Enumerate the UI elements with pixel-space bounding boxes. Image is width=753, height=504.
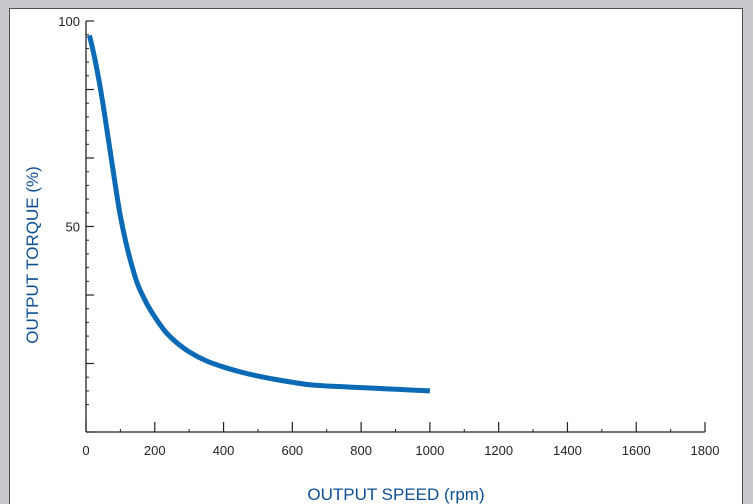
x-tick-label-3: 600 — [281, 443, 303, 458]
series-line-0 — [87, 34, 431, 394]
x-axis-title: OUTPUT SPEED (rpm) — [307, 485, 484, 504]
x-tick-label-4: 800 — [350, 443, 372, 458]
y-tick-label-1: 100 — [58, 14, 80, 29]
x-tick-label-8: 1600 — [622, 443, 651, 458]
x-tick-label-5: 1000 — [415, 443, 444, 458]
axes — [85, 21, 705, 433]
x-tick-label-6: 1200 — [484, 443, 513, 458]
x-tick-label-9: 1800 — [691, 443, 720, 458]
series-layer — [87, 34, 431, 394]
y-axis-title: OUTPUT TORQUE (%) — [23, 166, 42, 344]
x-tick-label-2: 400 — [213, 443, 235, 458]
x-tick-label-7: 1400 — [553, 443, 582, 458]
tick-labels: 0 200 400 600 800 1000 1200 1400 1600 1800 50 100 — [58, 14, 719, 458]
x-tick-label-1: 200 — [144, 443, 166, 458]
x-tick-label-0: 0 — [82, 443, 89, 458]
y-tick-label-0: 50 — [66, 220, 80, 235]
ticks — [85, 20, 706, 433]
